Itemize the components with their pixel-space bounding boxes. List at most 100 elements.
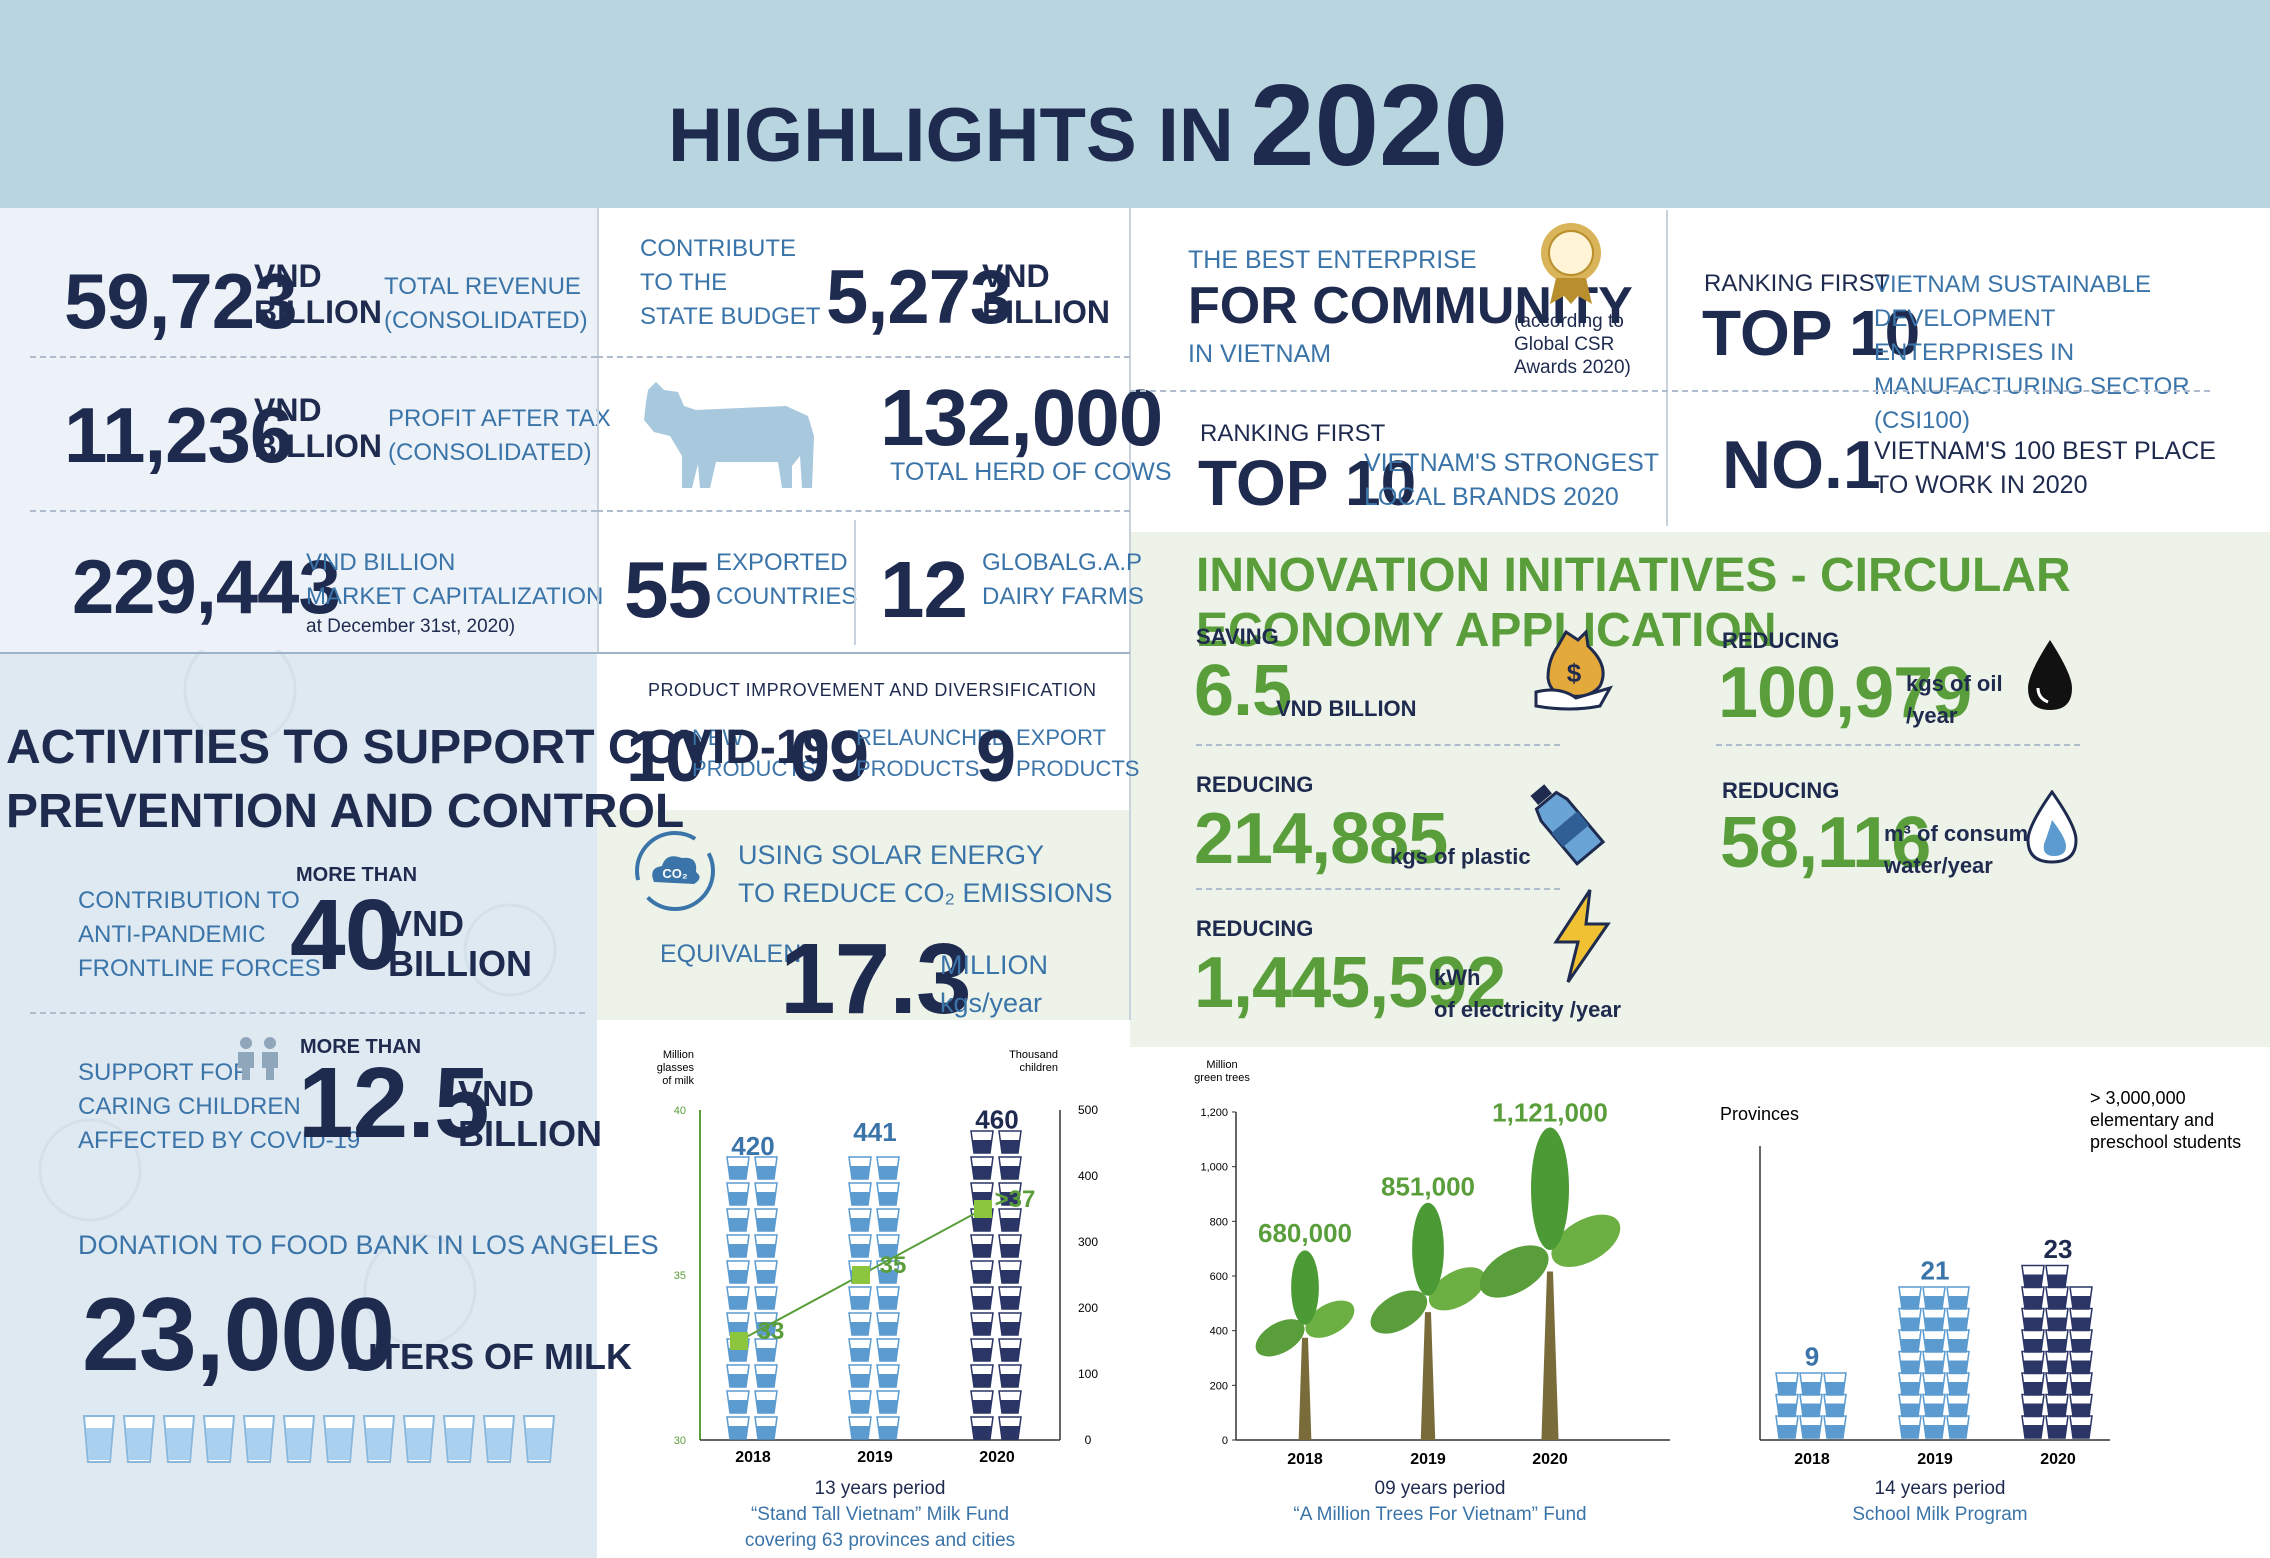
glass-fill xyxy=(756,1192,776,1205)
bar-value-label: 23 xyxy=(2044,1234,2073,1264)
left-tick-label: 40 xyxy=(674,1105,686,1117)
glass-fill xyxy=(1000,1244,1020,1257)
milk-glass-mark xyxy=(2021,1264,2045,1289)
milk-glass-mark xyxy=(2045,1307,2069,1332)
separator xyxy=(0,652,597,654)
glass-fill xyxy=(972,1218,992,1231)
market-cap-label: VND BILLION MARKET CAPITALIZATION at Decem… xyxy=(306,549,604,637)
milk-glass-mark xyxy=(2069,1393,2093,1418)
milk-glass-mark xyxy=(1898,1350,1922,1375)
saving-value: 6.5 xyxy=(1194,651,1292,731)
note-label: elementary and xyxy=(2090,1110,2214,1130)
milk-glass-mark xyxy=(2069,1329,2093,1353)
glass-fill xyxy=(2071,1382,2091,1395)
glass-fill xyxy=(1948,1403,1968,1417)
glass-fill xyxy=(1000,1166,1020,1179)
glass-fill xyxy=(1948,1296,1968,1309)
glass-fill xyxy=(850,1348,870,1361)
y-tick-label: 1,200 xyxy=(1200,1107,1228,1119)
glass-fill xyxy=(326,1428,352,1460)
milk-glass-mark xyxy=(970,1312,994,1336)
divider xyxy=(1196,888,1560,890)
glass-fill xyxy=(1924,1339,1944,1352)
milk-glass-mark xyxy=(1799,1393,1823,1418)
divider xyxy=(597,510,1130,512)
glass-fill xyxy=(206,1428,232,1460)
milk-glass-mark xyxy=(1946,1372,1970,1396)
milk-glass-icon xyxy=(322,1415,356,1463)
water-label: REDUCING xyxy=(1722,778,1840,803)
milk-glass-mark xyxy=(726,1364,750,1388)
page-title: HIGHLIGHTS IN xyxy=(668,93,1234,178)
milk-glass-mark xyxy=(848,1156,872,1180)
milk-glass-mark xyxy=(970,1130,994,1154)
export-products-value: 9 xyxy=(976,717,1016,797)
milk-glass-icon xyxy=(242,1415,276,1463)
milk-glass-mark xyxy=(970,1260,994,1284)
glass-fill xyxy=(1900,1317,1920,1331)
exported-value: 55 xyxy=(624,545,712,634)
milk-glass-mark xyxy=(876,1312,900,1336)
glass-fill xyxy=(1000,1322,1020,1335)
tree-mark xyxy=(1255,1250,1355,1440)
plastic-value: 214,885 xyxy=(1194,799,1448,879)
glass-fill xyxy=(756,1244,776,1257)
cow-icon xyxy=(644,382,814,488)
milk-glass-mark xyxy=(2069,1415,2093,1439)
glass-fill xyxy=(972,1426,992,1439)
children-point-label: 35 xyxy=(880,1252,907,1279)
milk-glass-icon xyxy=(442,1415,476,1463)
milk-glass-mark xyxy=(754,1234,778,1258)
milk-glass-mark xyxy=(998,1182,1022,1206)
brand-label: VIETNAM'S STRONGEST LOCAL BRANDS 2020 xyxy=(1364,449,1660,511)
milk-glass-mark xyxy=(876,1260,900,1284)
revenue-unit: VND BILLION xyxy=(254,258,382,330)
donation-unit: LITERS OF MILK xyxy=(346,1336,632,1377)
milk-glass-mark xyxy=(1898,1372,1922,1396)
glass-fill xyxy=(756,1166,776,1179)
y-tick-label: 1,000 xyxy=(1200,1162,1228,1174)
glass-fill xyxy=(1900,1296,1920,1309)
electricity-value: 1,445,592 xyxy=(1194,943,1506,1023)
right-tick-label: 500 xyxy=(1078,1103,1098,1117)
milk-glass-mark xyxy=(876,1156,900,1180)
contribution-unit: VND BILLION xyxy=(388,903,532,984)
glass-fill xyxy=(728,1400,748,1413)
milk-glass-mark xyxy=(1946,1393,1970,1418)
saving-label: SAVING xyxy=(1196,624,1279,649)
glass-fill xyxy=(850,1296,870,1309)
glass-fill xyxy=(1000,1140,1020,1153)
solar-unit: MILLION kgs/year xyxy=(940,950,1049,1018)
state-budget-value: 5,273 xyxy=(826,255,1012,340)
milk-glass-mark xyxy=(726,1312,750,1336)
milk-glass-mark xyxy=(726,1286,750,1310)
right-tick-label: 300 xyxy=(1078,1235,1098,1249)
state-budget-label: CONTRIBUTE TO THE STATE BUDGET xyxy=(640,235,821,330)
tree-mark xyxy=(1370,1202,1486,1440)
milk-glass-icon xyxy=(82,1415,116,1463)
glass-fill xyxy=(1900,1425,1920,1438)
electricity-unit: kWh of electricity /year xyxy=(1434,965,1622,1022)
milk-glass-mark xyxy=(998,1390,1022,1414)
glass-fill xyxy=(728,1244,748,1257)
brand-rank: RANKING FIRST xyxy=(1200,420,1386,447)
milk-glass-mark xyxy=(2021,1415,2045,1439)
milk-glass-mark xyxy=(876,1416,900,1440)
divider xyxy=(1196,744,1560,746)
glass-fill xyxy=(1948,1339,1968,1352)
milk-glass-icon xyxy=(162,1415,196,1463)
glass-fill xyxy=(756,1322,776,1335)
milk-glass-mark xyxy=(2045,1415,2069,1439)
csi-top: TOP 10 xyxy=(1702,297,1921,369)
milk-glass-mark xyxy=(848,1338,872,1362)
tree-trunk xyxy=(1420,1312,1436,1440)
divider xyxy=(30,1012,585,1014)
children-value: 12.5 xyxy=(298,1047,490,1159)
globalgap-label: GLOBALG.A.P DAIRY FARMS xyxy=(982,549,1144,610)
glass-fill xyxy=(756,1270,776,1283)
glass-fill xyxy=(2023,1317,2043,1331)
water-drop-icon xyxy=(2026,790,2078,864)
glass-fill xyxy=(878,1166,898,1179)
glass-fill xyxy=(1801,1382,1821,1395)
milk-glass-mark xyxy=(1922,1393,1946,1418)
